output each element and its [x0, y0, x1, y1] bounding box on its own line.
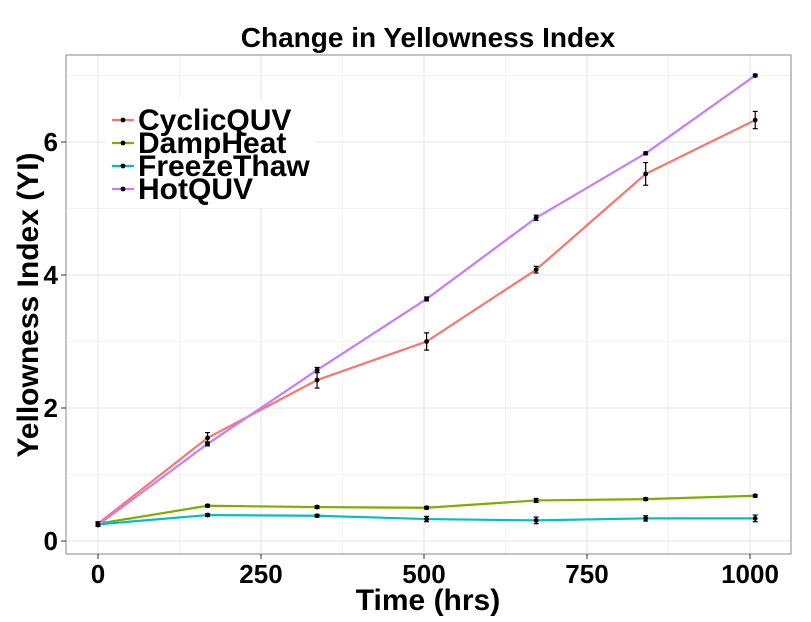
- x-tick-label: 0: [91, 559, 105, 589]
- legend-key-point: [120, 186, 126, 192]
- x-tick-label: 500: [402, 559, 445, 589]
- data-point: [95, 522, 101, 528]
- data-point: [205, 503, 210, 509]
- x-tick-label: 1000: [721, 559, 779, 589]
- series-hotquv: [95, 73, 758, 528]
- data-point: [533, 498, 539, 503]
- data-point: [314, 367, 320, 373]
- legend-key-point: [120, 140, 126, 146]
- series-layer: [95, 73, 758, 528]
- y-tick-label: 0: [44, 526, 58, 556]
- data-point: [314, 504, 320, 510]
- data-point: [752, 493, 758, 499]
- plot-panel-border: [65, 54, 792, 555]
- legend-label: CyclicQUV: [138, 104, 291, 137]
- y-tick-label: 6: [44, 127, 58, 157]
- data-point: [314, 513, 320, 519]
- data-point: [643, 150, 649, 156]
- legend-label: FreezeThaw: [138, 150, 310, 183]
- data-point: [424, 505, 430, 511]
- y-axis-label: Yellowness Index (YI): [12, 152, 45, 457]
- y-tick-label: 4: [44, 260, 59, 290]
- data-point: [752, 73, 758, 78]
- x-axis-label: Time (hrs): [356, 584, 500, 617]
- chart-title: Change in Yellowness Index: [241, 22, 616, 53]
- legend-key-point: [120, 117, 126, 123]
- data-point: [314, 377, 320, 383]
- y-tick-label: 2: [44, 393, 58, 423]
- data-point: [752, 117, 758, 123]
- x-tick-label: 250: [239, 559, 282, 589]
- data-point: [205, 441, 210, 447]
- data-point: [205, 435, 210, 441]
- data-point: [424, 296, 430, 302]
- data-point: [533, 215, 539, 221]
- series-freezethaw: [95, 512, 758, 527]
- legend-label: HotQUV: [138, 173, 253, 206]
- legend-label: DampHeat: [138, 127, 286, 160]
- data-point: [643, 496, 649, 502]
- data-point: [205, 512, 210, 518]
- axes-layer: 0 250 500 750 1000 0 2 4 6: [44, 127, 779, 589]
- data-point: [424, 339, 430, 344]
- data-point: [533, 517, 539, 523]
- data-point: [752, 515, 758, 521]
- data-point: [533, 267, 539, 273]
- data-point: [643, 171, 649, 177]
- legend-key-point: [120, 163, 126, 169]
- x-tick-label: 750: [565, 559, 608, 589]
- data-point: [643, 515, 649, 521]
- data-point: [424, 516, 430, 522]
- legend-background: [106, 100, 316, 208]
